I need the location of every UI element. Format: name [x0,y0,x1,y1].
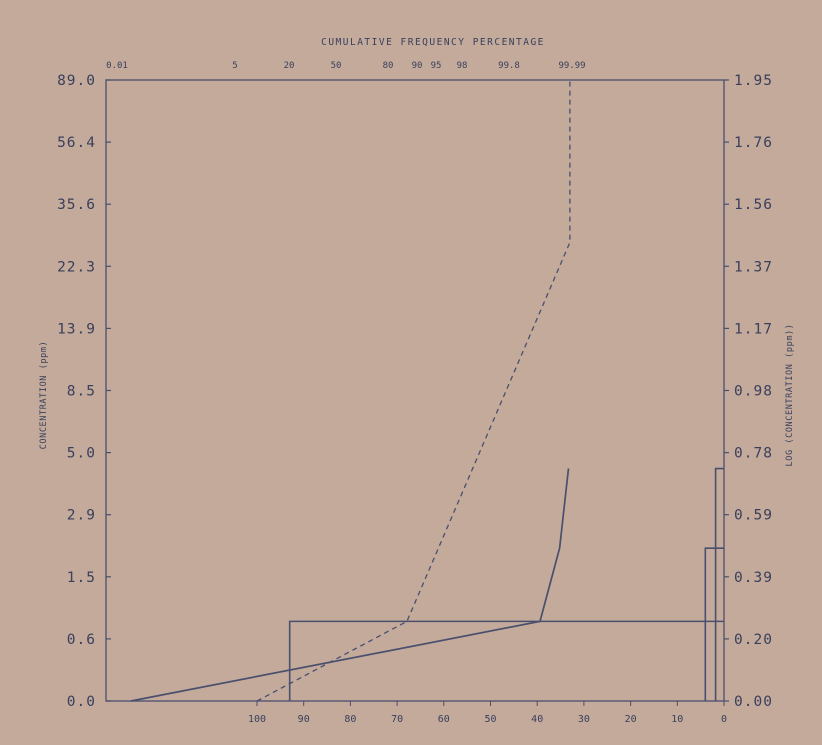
series-lines [130,80,571,702]
x-bottom-tick-label: 100 [248,714,266,725]
y-right-tick-label: 0.00 [734,694,773,710]
y-axis-left-label: CONCENTRATION (ppm) [39,341,49,450]
histogram-bar [714,467,724,701]
y-right-tick-label: 1.76 [734,135,773,151]
x-bottom-tick-label: 10 [671,714,683,725]
x-bottom-tick-label: 30 [578,714,590,725]
y-right-tick-label: 0.39 [734,570,773,586]
x-bottom-tick-label: 50 [484,714,496,725]
histogram-bars [288,467,724,701]
y-left-tick-label: 2.9 [67,508,96,524]
x-bottom-tick-label: 90 [298,714,310,725]
x-top-tick-label: 99.8 [498,61,520,71]
x-top-tick-label: 20 [284,61,295,71]
x-top-tick-label: 98 [457,61,468,71]
plot-frame [105,79,725,702]
x-top-tick-label: 5 [232,61,237,71]
x-top-tick-label: 50 [331,61,342,71]
y-left-tick-label: 35.6 [57,197,96,213]
x-bottom-tick-label: 80 [344,714,356,725]
x-top-tick-label: 80 [383,61,394,71]
y-left-tick-label: 8.5 [67,384,96,400]
chart-title: CUMULATIVE FREQUENCY PERCENTAGE [321,37,545,48]
x-top-tick-label: 95 [431,61,442,71]
x-top-tick-label: 0.01 [106,61,128,71]
x-bottom-tick-label: 70 [391,714,403,725]
y-right-tick-label: 1.17 [734,321,773,337]
y-right-tick-label: 0.98 [734,384,773,400]
y-left-tick-label: 89.0 [57,73,96,89]
y-right-tick-label: 1.95 [734,73,773,89]
y-right-tick-label: 0.78 [734,446,773,462]
y-axis-right-label: LOG (CONCENTRATION (ppm)) [785,324,795,467]
x-bottom-tick-label: 40 [531,714,543,725]
y-right-tick-label: 0.59 [734,508,773,524]
y-left-tick-label: 0.6 [67,632,96,648]
x-bottom-tick-label: 20 [625,714,637,725]
axis-ticks: 89.0 1.95 56.4 1.76 35.6 1.56 22.3 1.37 13.9 1.17… [57,61,773,725]
histogram-bar [704,547,724,701]
solid-series-line [130,468,570,702]
y-left-tick-label: 13.9 [57,321,96,337]
y-left-tick-label: 56.4 [57,135,96,151]
y-left-tick-label: 0.0 [67,694,96,710]
x-bottom-tick-label: 60 [438,714,450,725]
y-right-tick-label: 1.37 [734,259,773,275]
y-left-tick-label: 5.0 [67,446,96,462]
histogram-bar [288,620,724,701]
x-top-tick-label: 99.99 [558,61,585,71]
y-left-tick-label: 22.3 [57,259,96,275]
x-top-tick-label: 90 [412,61,423,71]
y-right-tick-label: 1.56 [734,197,773,213]
y-left-tick-label: 1.5 [67,570,96,586]
dashed-series-line [256,80,571,702]
x-bottom-tick-label: 0 [721,714,727,725]
y-right-tick-label: 0.20 [734,632,773,648]
